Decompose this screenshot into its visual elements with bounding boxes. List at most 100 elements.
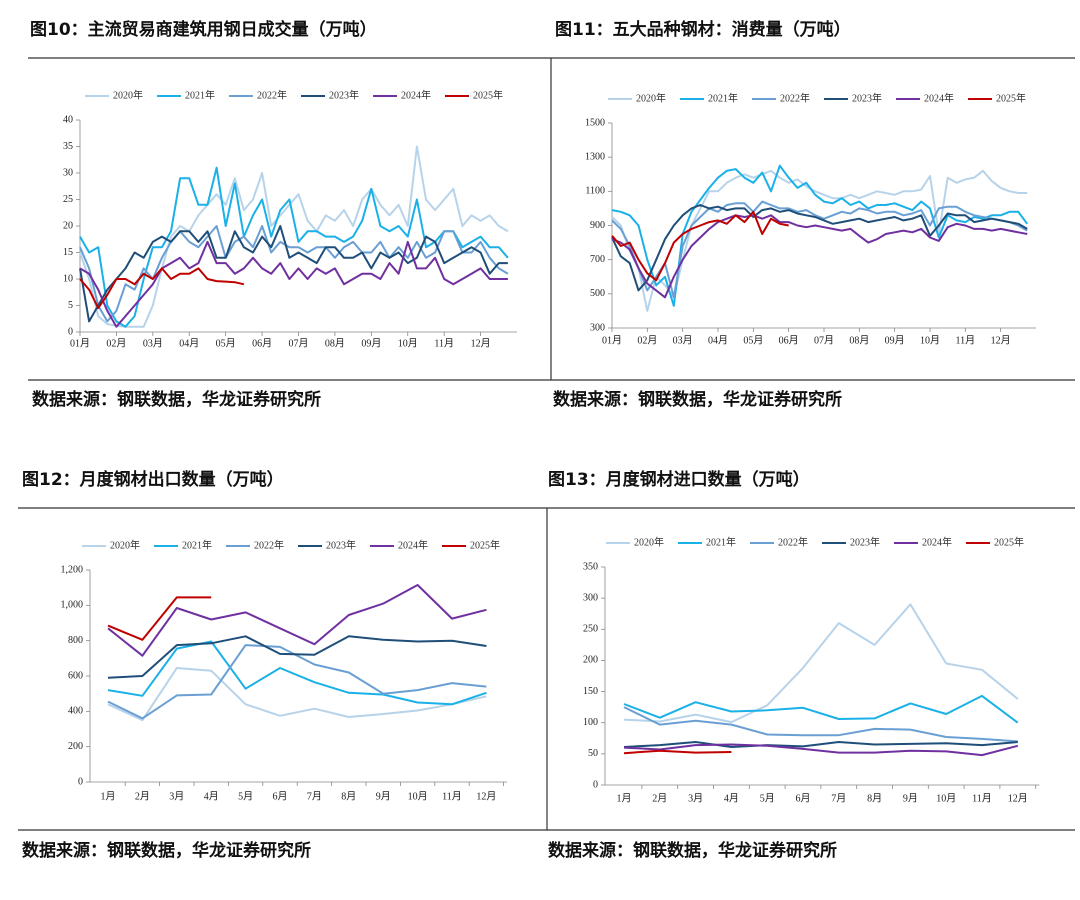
x-tick-label: 8月 [867,792,882,804]
x-tick-label: 3月 [688,792,703,804]
legend-label: 2022年 [254,538,284,551]
series-line [107,667,487,722]
series-line [79,145,509,328]
y-tick-label: 200 [68,741,83,752]
legend-label: 2020年 [110,538,140,551]
x-tick-label: 12月 [476,790,496,802]
x-tick-label: 4月 [724,792,739,804]
y-tick-label: 1,000 [61,600,84,611]
y-tick-label: 0 [68,326,73,337]
series-line [79,225,508,323]
series-line [107,644,487,720]
x-tick-label: 8月 [341,790,356,802]
series-line [79,267,245,310]
x-tick-label: 11月 [956,334,976,346]
y-tick-label: 35 [63,141,73,152]
legend-label: 2024年 [398,538,428,551]
legend-label: 2023年 [850,535,880,548]
x-tick-label: 1月 [617,792,632,804]
x-tick-label: 09月 [885,334,905,346]
y-tick-label: 300 [583,592,598,603]
x-tick-label: 5月 [760,792,775,804]
x-tick-label: 7月 [831,792,846,804]
y-tick-label: 700 [590,254,605,265]
series-line [107,635,487,679]
x-tick-label: 08月 [325,337,345,349]
source-note: 数据来源：钢联数据，华龙证券研究所 [22,840,311,861]
y-tick-label: 40 [63,114,73,125]
x-tick-label: 06月 [252,337,272,349]
legend-label: 2024年 [401,88,431,101]
x-tick-label: 11月 [442,790,462,802]
y-tick-label: 250 [583,624,598,635]
chart-title: 图13：月度钢材进口数量（万吨） [548,469,810,490]
x-tick-label: 6月 [796,792,811,804]
x-tick-label: 01月 [70,337,90,349]
x-tick-label: 2月 [135,790,150,802]
series-line [611,204,1028,292]
x-tick-label: 3月 [169,790,184,802]
y-tick-label: 5 [68,300,73,311]
x-tick-label: 9月 [903,792,918,804]
y-tick-label: 150 [583,686,598,697]
y-tick-label: 15 [63,247,73,258]
y-tick-label: 1100 [585,186,605,197]
x-tick-label: 11月 [972,792,992,804]
series-line [623,743,1019,757]
legend-label: 2021年 [185,88,215,101]
y-tick-label: 20 [63,220,73,231]
series-line [623,741,1018,748]
legend-label: 2025年 [470,538,500,551]
legend-label: 2025年 [994,535,1024,548]
x-tick-label: 12月 [471,337,491,349]
series-line [611,214,1028,299]
x-tick-label: 10月 [936,792,956,804]
x-tick-label: 10月 [398,337,418,349]
y-tick-label: 1500 [585,117,605,128]
chart-title: 图10：主流贸易商建筑用钢日成交量（万吨） [30,19,377,40]
x-tick-label: 10月 [920,334,940,346]
x-tick-label: 02月 [637,334,657,346]
x-tick-label: 12月 [1008,792,1028,804]
x-tick-label: 05月 [216,337,236,349]
legend-label: 2024年 [924,91,954,104]
y-tick-label: 1,200 [61,564,84,575]
x-tick-label: 2月 [652,792,667,804]
x-tick-label: 05月 [743,334,763,346]
x-tick-label: 04月 [708,334,728,346]
legend-label: 2025年 [473,88,503,101]
series-line [107,596,212,641]
y-tick-label: 25 [63,194,73,205]
x-tick-label: 5月 [238,790,253,802]
legend-label: 2022年 [780,91,810,104]
chart-title: 图11：五大品种钢材：消费量（万吨） [555,19,851,40]
y-tick-label: 50 [588,748,598,759]
series-line [623,749,732,755]
x-tick-label: 09月 [361,337,381,349]
legend-label: 2025年 [996,91,1026,104]
y-tick-label: 10 [63,273,73,284]
x-tick-label: 07月 [289,337,309,349]
source-note: 数据来源：钢联数据，华龙证券研究所 [548,840,837,861]
series-line [611,210,789,282]
x-tick-label: 03月 [673,334,693,346]
series-line [623,603,1019,724]
x-tick-label: 03月 [143,337,163,349]
series-line [623,694,1019,724]
x-tick-label: 01月 [602,334,622,346]
legend-label: 2021年 [708,91,738,104]
legend-label: 2024年 [922,535,952,548]
y-tick-label: 500 [590,288,605,299]
series-line [79,240,508,328]
x-tick-label: 12月 [991,334,1011,346]
series-line [79,166,509,328]
y-tick-label: 200 [583,655,598,666]
series-line [107,584,487,657]
series-line [623,706,1018,743]
x-tick-label: 6月 [273,790,288,802]
x-tick-label: 11月 [434,337,454,349]
chart-title: 图12：月度钢材出口数量（万吨） [22,469,284,490]
x-tick-label: 06月 [779,334,799,346]
source-note: 数据来源：钢联数据，华龙证券研究所 [32,389,321,410]
